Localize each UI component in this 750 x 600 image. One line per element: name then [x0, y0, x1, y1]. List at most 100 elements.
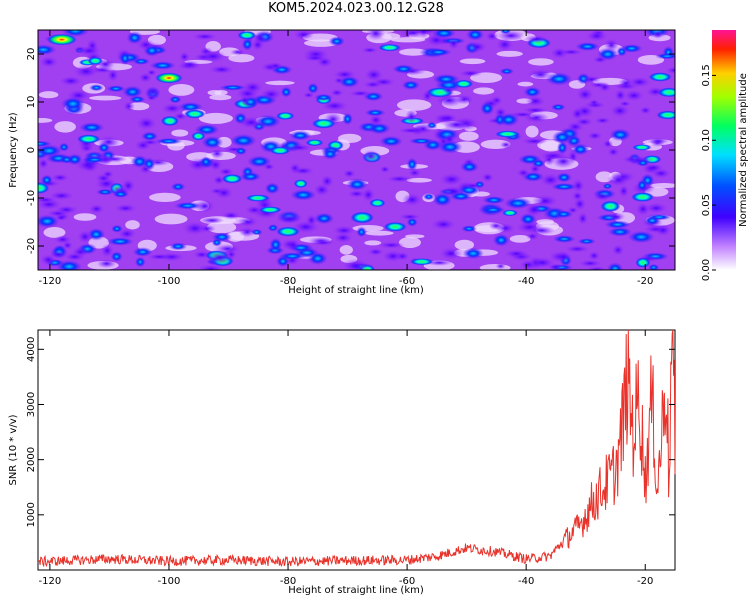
spectrogram-cell	[77, 45, 102, 57]
spectrogram-cell	[138, 164, 153, 174]
spectrogram-cell	[305, 139, 324, 147]
spectrogram-cell	[268, 61, 284, 70]
colorbar-gradient	[712, 30, 736, 270]
spectrogram-cell	[242, 81, 264, 94]
spectrogram-trough	[364, 240, 382, 246]
spectrogram-trough	[209, 94, 232, 101]
spectrogram-cell	[460, 161, 479, 173]
spectrogram-cell	[593, 192, 612, 201]
spectrogram-cell	[408, 137, 435, 145]
spectrogram-cell	[62, 240, 73, 250]
spectrogram-cell	[269, 237, 283, 252]
spectrogram-cell	[211, 238, 223, 247]
spectrogram-cell	[554, 210, 574, 219]
spectrogram-cell	[194, 124, 220, 136]
spectrogram-cell	[182, 221, 208, 236]
spectrogram-cell	[606, 212, 626, 222]
spectrogram-cell	[423, 193, 435, 201]
spectrogram-cell	[556, 141, 568, 155]
spectrogram-trough	[168, 83, 195, 96]
spectrogram-cell	[40, 254, 57, 266]
colorbar-tick-label: 0.05	[701, 194, 712, 216]
spectrogram-cell	[275, 213, 304, 224]
spectrogram-cell	[522, 106, 549, 114]
spectrogram-cell	[321, 148, 339, 160]
x-tick-label: -60	[399, 576, 415, 587]
spectrogram-cell	[504, 197, 532, 210]
spectrogram-cell	[422, 89, 433, 102]
spectrogram-cell	[136, 116, 157, 131]
spectrogram-cell	[146, 253, 172, 261]
x-tick-label: -100	[158, 576, 181, 587]
colorbar-tick-label: 0.00	[701, 259, 712, 281]
spectrogram-cell	[576, 87, 594, 102]
spectrogram-cell	[237, 30, 257, 40]
spectrogram-cell	[447, 36, 460, 50]
snr-series-line	[37, 329, 676, 568]
spectrogram-cell	[209, 158, 223, 171]
spectrogram-cell	[461, 225, 477, 233]
spectrogram-cell	[588, 251, 601, 261]
spectrogram-cell	[516, 168, 531, 178]
spectrogram-cell	[364, 68, 384, 82]
snr-frame	[37, 329, 676, 571]
spectrogram-hotspot	[383, 221, 407, 232]
spectrogram-trough	[454, 239, 475, 250]
spectrogram-cell	[286, 239, 300, 252]
spectrogram-cell	[482, 196, 506, 205]
spectrogram-cell	[378, 43, 401, 52]
spectrogram-cell	[117, 228, 137, 240]
spectrogram-cell	[100, 243, 114, 258]
spectrogram-cell	[293, 30, 314, 41]
spectrogram-trough	[396, 99, 432, 111]
spectrogram-cell	[539, 151, 568, 161]
spectrogram-cell	[379, 165, 391, 174]
spectrogram-cell	[458, 69, 483, 77]
spectrogram-cell	[480, 206, 506, 214]
spectrogram-trough	[38, 91, 59, 99]
spectrogram-cell	[527, 68, 554, 80]
spectrogram-cell	[348, 90, 373, 97]
spectrogram-cell	[392, 64, 416, 74]
spectrogram-trough	[54, 121, 76, 133]
spectrogram-cell	[362, 149, 380, 163]
spectrogram-cell	[647, 263, 660, 270]
spectrogram-cell	[201, 135, 224, 149]
spectrogram-cell	[356, 226, 367, 238]
spectrogram-cell	[237, 216, 259, 227]
spectrogram-trough	[496, 50, 523, 57]
spectrogram-cell	[112, 190, 130, 198]
spectrogram-cell	[122, 85, 143, 99]
spectrogram-trough	[509, 234, 531, 243]
x-tick-label: -80	[280, 276, 296, 287]
spectrogram-cell	[123, 101, 135, 112]
spectrogram-cell	[646, 214, 672, 221]
spectrogram-trough	[198, 112, 233, 124]
spectrogram-cell	[635, 257, 651, 268]
spectrogram-trough	[73, 213, 97, 221]
spectrogram-trough	[528, 58, 554, 66]
spectrogram-cell	[263, 163, 275, 171]
spectrogram-cell	[149, 61, 177, 70]
spectrogram-cell	[529, 257, 556, 269]
spectrogram-cell	[280, 86, 292, 98]
spectrogram-cell	[485, 31, 499, 41]
spectrogram-cell	[102, 155, 128, 163]
spectrogram-cell	[39, 56, 59, 68]
spectrogram-cell	[439, 247, 463, 260]
spectrogram-cell	[95, 188, 115, 196]
spectrogram-cell	[609, 128, 631, 142]
spectrogram-cell	[529, 164, 541, 174]
spectrogram-cell	[556, 250, 571, 263]
spectrogram-cell	[524, 203, 543, 217]
spectrogram-cell	[106, 85, 126, 93]
spectrogram-cell	[199, 217, 225, 224]
spectrogram-cell	[320, 100, 349, 112]
y-tick-label: 10	[26, 96, 37, 109]
spectrogram-cell	[333, 232, 353, 243]
x-tick-label: -40	[518, 276, 534, 287]
spectrogram-cell	[87, 56, 103, 65]
spectrogram-cell	[367, 248, 384, 256]
spectrogram-cell	[571, 107, 584, 121]
